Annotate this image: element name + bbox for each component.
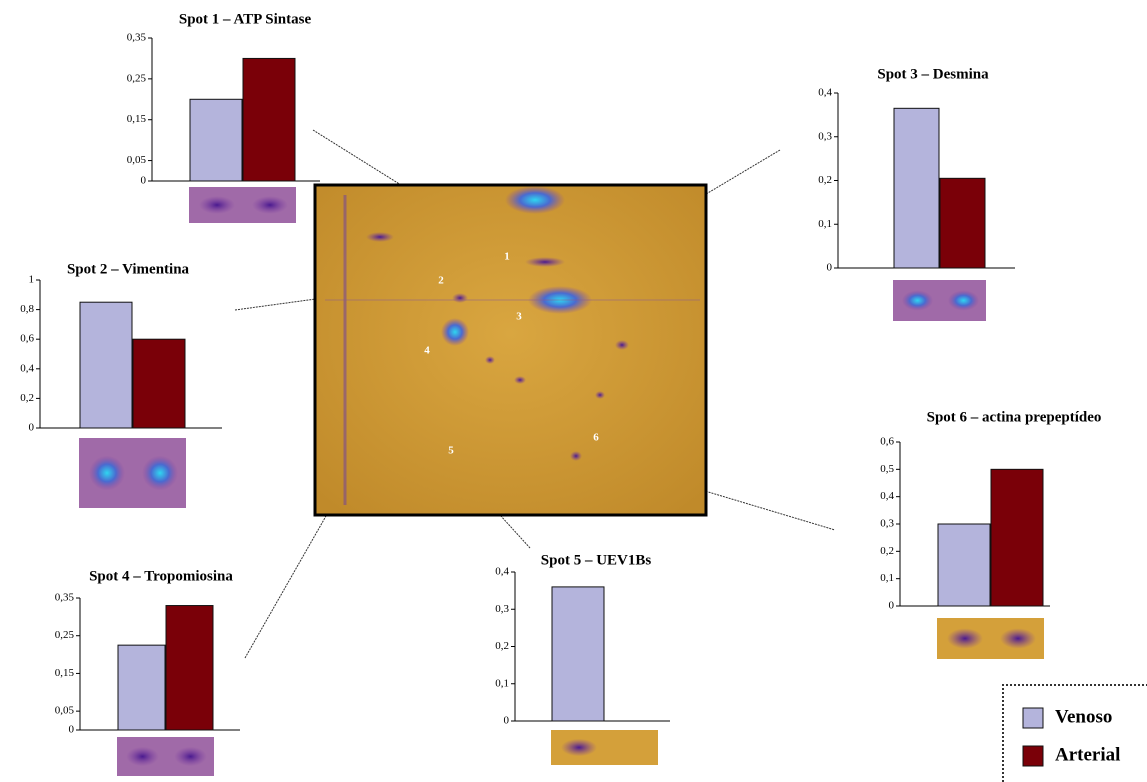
- connector: [312, 129, 506, 251]
- chart: Spot 6 – actina prepeptídeo 0 0,1 0,2 0,3 0,4…: [880, 409, 1101, 659]
- y-tick-label: 0,25: [55, 629, 75, 641]
- gel-spot: [514, 376, 526, 384]
- bar: [893, 107, 940, 269]
- chart-title: Spot 2 – Vimentina: [67, 261, 190, 277]
- gel-spot-label: 6: [593, 432, 599, 444]
- y-tick-label: 0,3: [818, 130, 832, 142]
- y-tick-label: 0: [889, 600, 895, 612]
- y-tick-label: 0,1: [495, 677, 509, 689]
- y-tick-label: 0,6: [880, 436, 894, 448]
- chart: Spot 2 – Vimentina 0 0,2 0,4 0,6 0,8 1: [20, 261, 222, 508]
- y-tick-label: 0,35: [55, 592, 75, 604]
- gel-spot: [570, 451, 582, 461]
- bar: [189, 98, 243, 182]
- y-tick-label: 0,1: [818, 218, 832, 230]
- bar: [79, 301, 133, 429]
- bar: [939, 177, 986, 269]
- y-tick-label: 0,3: [880, 518, 894, 530]
- y-tick-label: 0: [827, 262, 833, 274]
- gel-spot-label: 4: [424, 345, 430, 357]
- gel-spot: [485, 356, 495, 364]
- chart-title: Spot 4 – Tropomiosina: [89, 568, 233, 584]
- legend-swatch: [1022, 745, 1044, 767]
- gel-spot: [505, 186, 565, 214]
- y-tick-label: 0,05: [127, 154, 147, 166]
- y-tick-label: 0,15: [127, 113, 147, 125]
- thumbnail-spot: [901, 290, 934, 311]
- gel-spot-label: 3: [516, 311, 522, 323]
- gel-spot: [595, 391, 605, 399]
- y-tick-label: 0,05: [55, 705, 75, 717]
- y-tick-label: 0,25: [127, 72, 147, 84]
- y-tick-label: 0,6: [20, 333, 34, 345]
- chart-title: Spot 6 – actina prepeptídeo: [927, 409, 1102, 425]
- gel-spot: [525, 257, 565, 267]
- thumbnail-spot: [1000, 628, 1036, 649]
- thumbnail-spot: [947, 290, 980, 311]
- y-tick-label: 0,4: [818, 87, 832, 99]
- gel-spot-label: 5: [448, 445, 454, 457]
- legend-frame: [1002, 684, 1147, 782]
- gel-spot: [452, 293, 468, 303]
- gel-spot: [366, 232, 394, 242]
- thumbnail-spot: [252, 196, 288, 214]
- gel-spot-label: 2: [438, 275, 444, 287]
- legend-label: Venoso: [1055, 706, 1112, 727]
- bar: [242, 57, 296, 182]
- bar: [165, 605, 214, 731]
- gel-spot: [441, 318, 469, 346]
- gel-thumbnail: [604, 730, 658, 765]
- bar: [117, 644, 166, 731]
- y-tick-label: 0,5: [880, 463, 894, 475]
- bar: [551, 586, 605, 722]
- y-tick-label: 0,8: [20, 303, 34, 315]
- legend-swatch: [1022, 707, 1044, 729]
- chart-title: Spot 1 – ATP Sintase: [179, 11, 312, 27]
- thumbnail-spot: [561, 738, 597, 757]
- chart: Spot 5 – UEV1Bs 0 0,1 0,2 0,3 0,4: [495, 552, 670, 765]
- y-tick-label: 0: [69, 724, 75, 736]
- chart-title: Spot 5 – UEV1Bs: [541, 552, 652, 568]
- thumbnail-spot: [174, 746, 207, 767]
- legend-label: Arterial: [1055, 744, 1120, 765]
- chart: Spot 4 – Tropomiosina 0 0,05 0,15 0,25 0,35: [55, 568, 240, 776]
- gel-image: [313, 183, 708, 517]
- y-tick-label: 0,4: [20, 362, 34, 374]
- y-tick-label: 0,2: [818, 174, 832, 186]
- y-tick-label: 0,2: [495, 640, 509, 652]
- thumbnail-spot: [947, 628, 983, 649]
- thumbnail-spot: [199, 196, 235, 214]
- y-tick-label: 0: [141, 175, 147, 187]
- y-tick-label: 1: [29, 274, 35, 286]
- chart: Spot 3 – Desmina 0 0,1 0,2 0,3 0,4: [818, 66, 1015, 321]
- y-tick-label: 0,15: [55, 667, 75, 679]
- gel-spot-label: 1: [504, 251, 510, 263]
- y-tick-label: 0: [29, 422, 35, 434]
- chart: Spot 1 – ATP Sintase 0 0,05 0,15 0,25 0,35: [127, 11, 320, 223]
- y-tick-label: 0,35: [127, 32, 147, 44]
- legend: Venoso Arterial: [1002, 684, 1147, 782]
- thumbnail-spot: [126, 746, 159, 767]
- chart-title: Spot 3 – Desmina: [877, 66, 989, 82]
- y-tick-label: 0,3: [495, 603, 509, 615]
- thumbnail-spot: [142, 455, 178, 491]
- bar: [937, 523, 991, 607]
- y-tick-label: 0,4: [495, 566, 509, 578]
- y-tick-label: 0,2: [880, 545, 894, 557]
- thumbnail-spot: [89, 455, 125, 491]
- y-tick-label: 0,1: [880, 572, 894, 584]
- y-tick-label: 0,2: [20, 392, 34, 404]
- y-tick-label: 0,4: [880, 490, 894, 502]
- gel-spot: [615, 340, 629, 350]
- bar: [132, 338, 186, 429]
- y-tick-label: 0: [504, 715, 510, 727]
- bar: [990, 468, 1044, 607]
